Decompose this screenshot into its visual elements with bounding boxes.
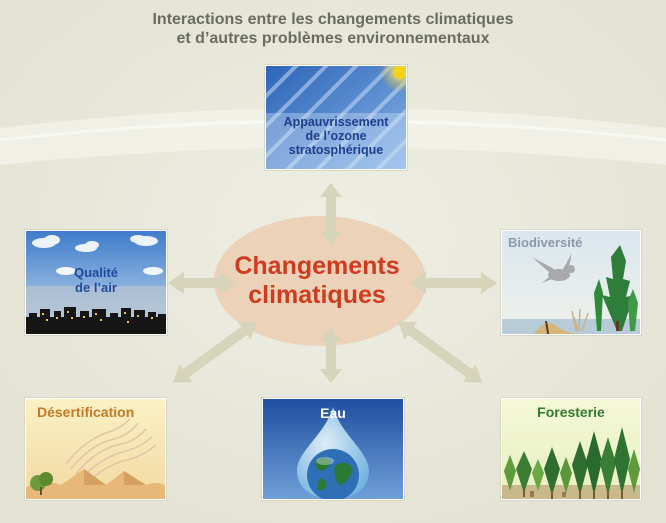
water-label: Eau [320,405,346,421]
title-line-2: et d’autres problèmes environnementaux [176,30,490,47]
arrow-air [168,272,236,294]
diagram-title: Interactions entre les changements clima… [0,10,666,48]
center-label-line-2: climatiques [248,281,386,309]
forest-illustration [502,399,640,499]
arrow-water [320,327,342,383]
bush [30,472,53,495]
desertification-label: Désertification [37,404,135,420]
arrow-desertification [172,321,258,383]
biodiversity-illustration [502,231,640,334]
water-drop-illustration [263,399,403,499]
title-line-1: Interactions entre les changements clima… [152,11,514,28]
ozone-label-line-3: stratosphérique [288,143,384,157]
arrow-biodiversity [410,272,497,294]
ozone-label-line-2: de l’ozone [305,129,367,143]
panel-biodiversity: Biodiversité [501,230,641,335]
panel-desertification: Désertification [25,398,166,500]
ozone-sky-illustration [266,66,406,169]
panel-forestry: Foresterie [501,398,641,500]
trees [594,245,638,331]
cloud-icons [32,235,163,275]
shrub [571,308,589,332]
panel-ozone: Appauvrissement de l’ozone stratosphériq… [265,65,407,170]
arrow-forestry [397,321,483,383]
arrow-ozone [320,183,342,245]
branch [545,320,550,334]
center-label-line-1: Changements [234,252,400,280]
bird-icon [532,253,575,283]
center-label: Changements climatiques [218,252,416,310]
biodiversity-label: Biodiversité [508,235,583,250]
center-ellipse [214,216,426,346]
panel-water: Eau [262,398,404,500]
city-skyline [26,307,166,334]
air-label-line-1: Qualité [73,265,119,280]
arrows [168,183,497,383]
city-smog-illustration [26,231,166,334]
wind-lines [65,418,157,485]
air-label-line-2: de l’air [75,280,117,295]
trees [504,427,640,495]
stumps [530,491,566,497]
ozone-label-line-1: Appauvrissement [283,115,389,129]
forestry-label: Foresterie [537,404,605,420]
desert-illustration [26,399,165,499]
panel-air-quality: Qualité de l’air [25,230,167,335]
